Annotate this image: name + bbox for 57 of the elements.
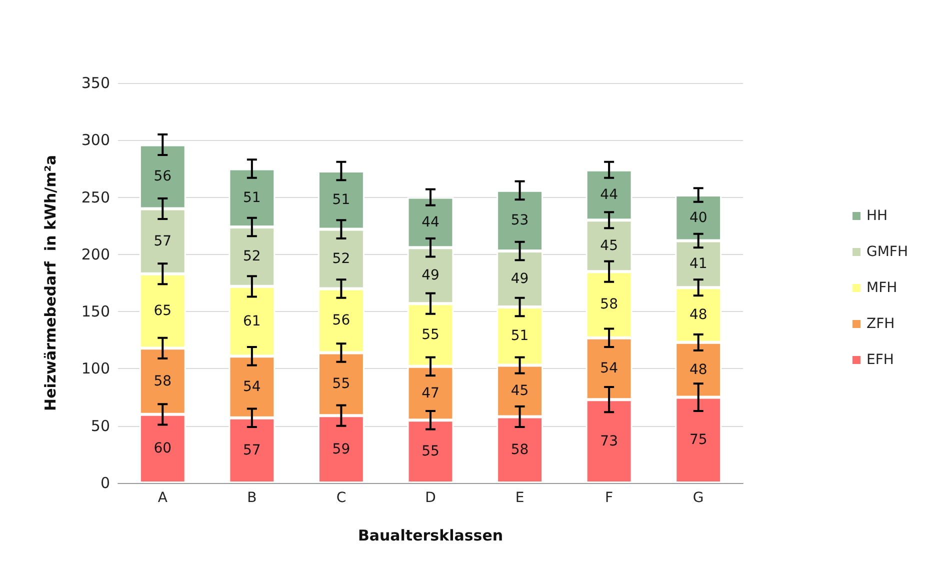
data-label: 61: [243, 313, 261, 330]
data-label: 52: [332, 251, 350, 267]
y-tick-label: 350: [81, 74, 110, 92]
data-label: 53: [510, 212, 529, 229]
data-label: 54: [600, 360, 618, 377]
data-label: 40: [689, 210, 708, 226]
data-label: 56: [154, 168, 172, 185]
data-label: 56: [332, 312, 350, 329]
x-tick-label: G: [692, 490, 704, 506]
data-label: 44: [422, 214, 440, 230]
data-label: 51: [510, 328, 529, 344]
data-label: 57: [243, 442, 261, 458]
data-label: 58: [510, 442, 529, 458]
legend-label: ZFH: [866, 316, 895, 332]
y-tick-label: 100: [81, 360, 110, 378]
y-tick-label: 50: [90, 416, 110, 435]
data-label: 48: [689, 307, 708, 323]
data-label: 59: [332, 441, 350, 458]
x-tick-label: D: [425, 490, 436, 506]
legend-label: EFH: [866, 352, 894, 368]
data-label: 45: [600, 238, 618, 254]
y-tick-label: 0: [100, 474, 110, 492]
data-label: 57: [154, 233, 172, 250]
data-label: 73: [600, 433, 618, 450]
data-label: 44: [600, 187, 618, 203]
data-label: 54: [243, 379, 261, 395]
legend-label: HH: [866, 208, 888, 224]
data-label: 45: [510, 383, 529, 399]
y-tick-label: 200: [81, 245, 110, 264]
data-label: 48: [689, 362, 708, 378]
y-tick-label: 250: [81, 188, 110, 206]
data-label: 75: [689, 432, 708, 448]
data-label: 51: [332, 192, 350, 208]
x-axis-title: Baualtersklassen: [358, 526, 504, 544]
data-label: 49: [422, 268, 440, 284]
legend-label: GMFH: [866, 244, 908, 260]
x-tick-label: A: [158, 490, 168, 506]
data-label: 55: [422, 444, 440, 460]
y-tick-label: 300: [81, 131, 110, 150]
data-label: 60: [154, 440, 172, 457]
data-label: 58: [600, 296, 618, 313]
data-label: 47: [422, 385, 440, 402]
data-label: 41: [689, 256, 708, 272]
data-label: 58: [154, 373, 172, 390]
data-label: 55: [422, 327, 440, 343]
x-tick-label: E: [515, 490, 524, 506]
data-label: 51: [243, 190, 261, 206]
x-tick-label: C: [336, 490, 346, 506]
data-label: 55: [332, 376, 350, 392]
data-label: 65: [154, 303, 172, 319]
data-label: 52: [243, 248, 261, 265]
x-tick-label: B: [247, 490, 257, 506]
y-tick-label: 150: [81, 302, 110, 321]
data-label: 49: [510, 271, 529, 287]
legend-label: MFH: [866, 280, 898, 296]
x-tick-label: F: [605, 490, 614, 506]
y-axis-title: Heizwärmebedarf in kWh/m²a: [42, 155, 60, 411]
